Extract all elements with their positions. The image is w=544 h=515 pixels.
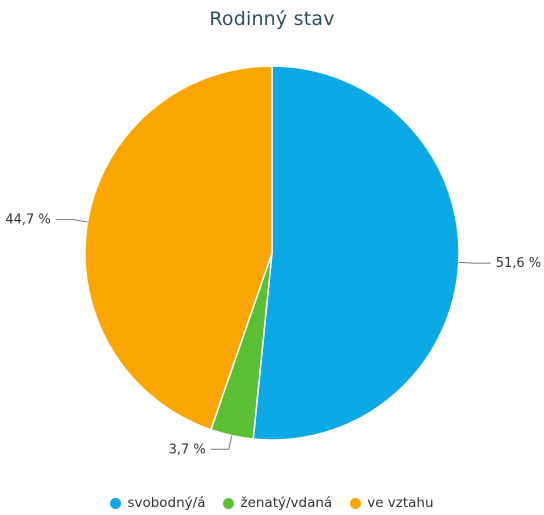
leader-line-zenaty	[210, 435, 233, 450]
data-label-zenaty: 3,7 %	[169, 442, 206, 457]
legend-item-zenaty[interactable]: ženatý/vdaná	[223, 495, 332, 511]
legend: svobodný/á ženatý/vdaná ve vztahu	[0, 495, 544, 511]
legend-item-svobodny[interactable]: svobodný/á	[110, 495, 205, 511]
chart-title: Rodinný stav	[209, 8, 335, 30]
legend-marker-ve-vztahu	[350, 497, 362, 509]
pie-slice-ve-vztahu[interactable]	[84, 65, 273, 431]
legend-label-svobodny: svobodný/á	[127, 495, 206, 511]
pie-slice-svobodny[interactable]	[252, 65, 460, 441]
legend-label-zenaty: ženatý/vdaná	[240, 495, 333, 511]
data-label-ve-vztahu: 44,7 %	[5, 213, 50, 228]
legend-item-ve-vztahu[interactable]: ve vztahu	[350, 495, 434, 511]
legend-label-ve-vztahu: ve vztahu	[367, 495, 434, 511]
legend-marker-svobodny	[110, 497, 122, 509]
leader-line-ve-vztahu	[55, 219, 88, 223]
data-label-svobodny: 51,6 %	[496, 256, 541, 271]
legend-marker-zenaty	[223, 497, 235, 509]
leader-line-svobodny	[458, 261, 491, 264]
